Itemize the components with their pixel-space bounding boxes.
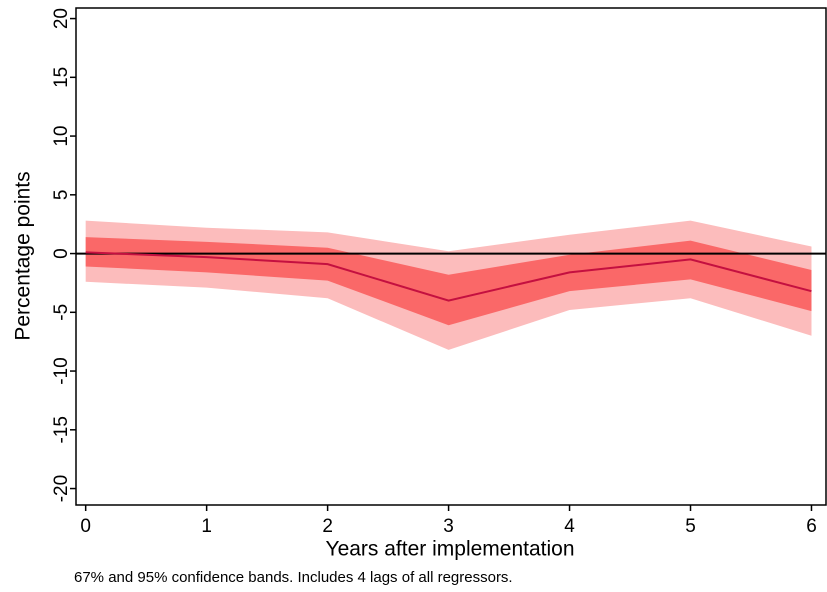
x-axis-label: Years after implementation — [325, 538, 574, 561]
y-tick-label: 5 — [51, 190, 72, 201]
x-tick-label: 3 — [443, 516, 454, 537]
y-tick-label: 10 — [51, 125, 72, 146]
confidence-band — [85, 237, 812, 326]
line — [85, 251, 812, 302]
x-tick-label: 1 — [201, 516, 212, 537]
y-tick-label: 15 — [51, 67, 72, 88]
x-tick-label: 4 — [564, 516, 575, 537]
x-tick-label: 2 — [322, 516, 333, 537]
note: 67% and 95% confidence bands. Includes 4… — [74, 569, 513, 586]
x-tick-label: 6 — [806, 516, 817, 537]
y-tick-label: 0 — [51, 248, 72, 259]
y-tick-label: 20 — [51, 8, 72, 29]
y-tick-label: -15 — [51, 416, 72, 443]
y-tick-label: -5 — [51, 304, 72, 321]
y-tick-label: -20 — [51, 475, 72, 502]
plot-frame — [75, 7, 827, 506]
y-tick-label: -10 — [51, 357, 72, 384]
y-axis-label: Percentage points — [12, 171, 35, 340]
x-tick-label: 0 — [80, 516, 91, 537]
x-tick-label: 5 — [685, 516, 696, 537]
